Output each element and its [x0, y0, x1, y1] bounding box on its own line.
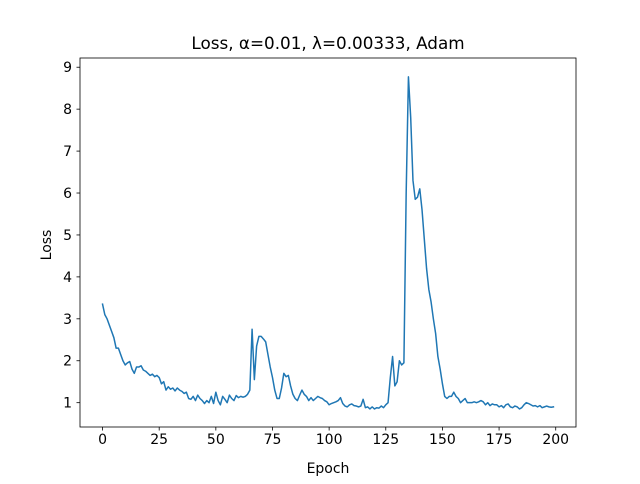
y-tick-label: 8 [63, 102, 72, 118]
plot-area [79, 57, 577, 428]
y-tick-label: 5 [63, 228, 72, 244]
y-tick-label: 9 [63, 60, 72, 76]
y-axis-label: Loss [39, 230, 55, 261]
chart-title: Loss, α=0.01, λ=0.00333, Adam [191, 33, 464, 53]
y-axis: 1 2 3 4 5 6 7 8 9 [63, 60, 80, 412]
x-tick-label: 0 [98, 432, 107, 448]
x-axis-label: Epoch [307, 461, 350, 477]
x-tick-label: 25 [150, 432, 168, 448]
x-tick-label: 100 [316, 432, 343, 448]
x-tick-label: 75 [264, 432, 282, 448]
x-axis: 0 25 50 75 100 125 150 175 200 [98, 427, 569, 448]
x-tick-label: 125 [372, 432, 399, 448]
y-tick-label: 2 [63, 354, 72, 370]
x-tick-label: 200 [542, 432, 569, 448]
x-tick-label: 50 [207, 432, 225, 448]
y-tick-label: 1 [63, 396, 72, 412]
series-line-0 [101, 76, 555, 410]
y-tick-label: 3 [63, 312, 72, 328]
y-tick-label: 6 [63, 186, 72, 202]
y-tick-label: 7 [63, 144, 72, 160]
axes-frame [79, 57, 577, 428]
y-tick-label: 4 [63, 270, 72, 286]
x-tick-label: 150 [429, 432, 456, 448]
x-tick-label: 175 [486, 432, 513, 448]
